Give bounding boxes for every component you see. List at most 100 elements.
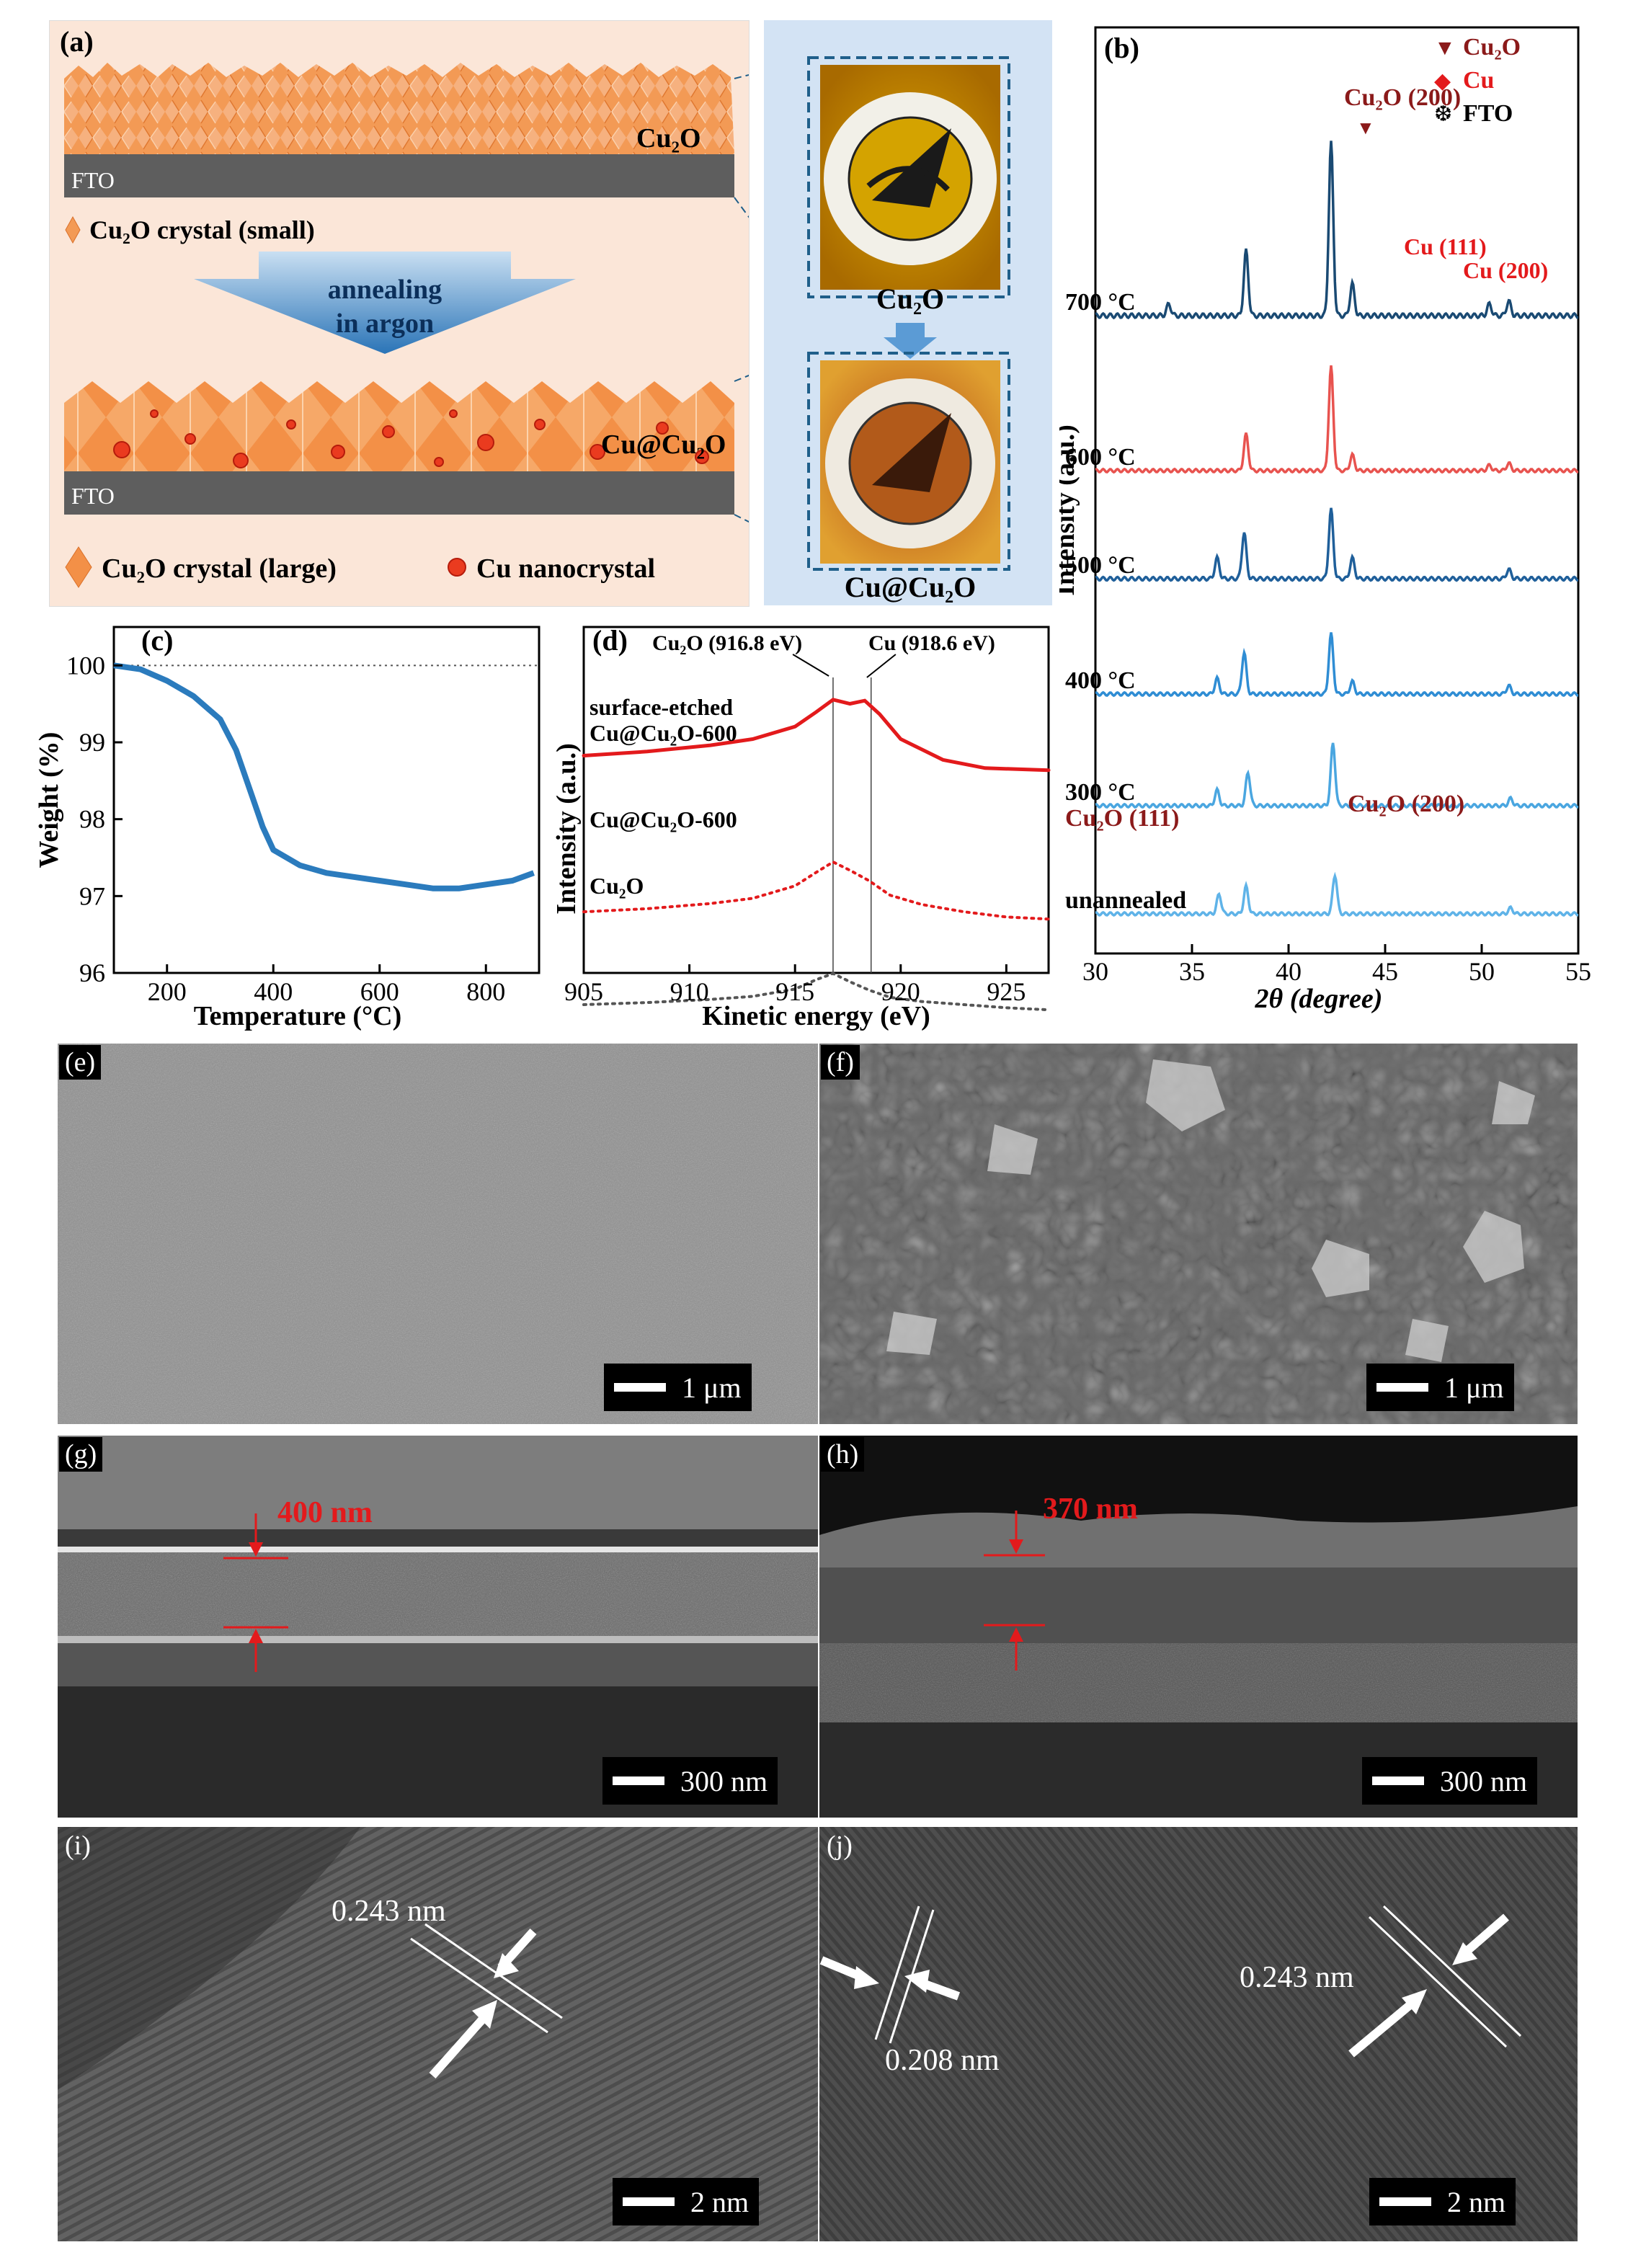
x-tick-label: 35	[1179, 957, 1205, 986]
legend-small-text: Cu₂O crystal (small)	[89, 215, 315, 244]
series-label-3: 400 °C	[1065, 667, 1136, 694]
scale-bar-g: 300 nm	[602, 1757, 778, 1805]
panel-label-e: (e)	[59, 1045, 102, 1080]
panel-label-i: (i)	[65, 1831, 91, 1861]
scale-bar-j: 2 nm	[1369, 2178, 1516, 2225]
thickness-marker-h	[984, 1511, 1045, 1671]
legend-nano-text: Cu nanocrystal	[476, 553, 655, 584]
cu2o-small-film	[64, 63, 734, 154]
x-tick-label: 925	[987, 977, 1026, 1006]
scale-bar-i: 2 nm	[613, 2178, 760, 2225]
photo-arrow-down	[884, 323, 937, 359]
panel-label: (c)	[141, 624, 173, 657]
scale-bar-i-text: 2 nm	[690, 2185, 749, 2218]
series-label-cu-cu2o: Cu@Cu₂O-600	[590, 806, 737, 832]
arrow-text-1: annealing	[328, 275, 442, 305]
panel-label: (a)	[60, 25, 94, 58]
dspacing-label-i: 0.243 nm	[332, 1895, 446, 1928]
film-label-top: Cu₂O	[636, 123, 701, 154]
panel-label-j: (j)	[827, 1831, 853, 1861]
panel-c-tga-chart: (c) 200 400 600 800 96 97 98 99 100 Temperature (…	[34, 624, 541, 1031]
panel-label: (d)	[592, 624, 628, 657]
x-axis-label: Kinetic energy (eV)	[702, 1001, 930, 1031]
y-tick-label: 96	[79, 959, 105, 987]
legend-large-text: Cu₂O crystal (large)	[102, 553, 337, 584]
peak-label-cu111: Cu (111)	[1404, 234, 1487, 259]
y-axis-label: Weight (%)	[34, 732, 64, 868]
xrd-series-1	[1095, 365, 1579, 474]
x-tick-label: 50	[1469, 957, 1495, 986]
plot-frame	[112, 626, 541, 974]
scale-bar-h-text: 300 nm	[1440, 1764, 1528, 1797]
photo-label-bottom: Cu@Cu₂O	[845, 571, 977, 603]
x-axis-label: 2θ (degree)	[1255, 984, 1383, 1014]
scale-bar-f: 1 μm	[1366, 1364, 1514, 1411]
panel-d-auger-chart: (d) Cu₂O (916.8 eV) Cu (918.6 eV) surfac…	[551, 624, 1051, 1031]
dspacing-label-j-2: 0.208 nm	[885, 2044, 1000, 2077]
photos: Cu₂O Cu@Cu₂O	[807, 56, 1010, 603]
y-tick-label: 97	[79, 881, 105, 910]
x-tick-label: 40	[1276, 957, 1302, 986]
peak-label-cu2o200-bottom: Cu₂O (200)	[1348, 791, 1464, 817]
y-axis-label: Intensity (a.u.)	[551, 743, 582, 915]
x-tick-label: 400	[254, 977, 293, 1006]
y-tick-label: 98	[79, 805, 105, 834]
annotation-cu2o-energy: Cu₂O (916.8 eV)	[652, 631, 802, 655]
fto-substrate-top	[64, 154, 734, 197]
peak-label-cu2o111-bottom: Cu₂O (111)	[1065, 805, 1180, 832]
x-axis-label: Temperature (°C)	[194, 1001, 402, 1031]
series-label-1: 600 °C	[1065, 444, 1136, 471]
series-label-cu2o: Cu₂O	[590, 873, 644, 899]
series-label-etched-1: surface-etched	[590, 694, 733, 720]
xrd-series-5	[1095, 871, 1579, 917]
panel-label-f: (f)	[821, 1045, 860, 1080]
y-tick-label: 99	[79, 728, 105, 757]
x-tick-label: 30	[1082, 957, 1108, 986]
xrd-series-3	[1095, 632, 1579, 698]
annealing-arrow	[194, 252, 576, 354]
scale-bar-e: 1 μm	[604, 1364, 752, 1411]
lattice-marker-i	[410, 1923, 563, 2078]
arrow-text-2: in argon	[336, 308, 434, 339]
scale-bar-h: 300 nm	[1362, 1757, 1538, 1805]
tga-curve	[113, 662, 535, 891]
x-tick-label: 920	[881, 977, 920, 1006]
plot-frame	[1094, 26, 1580, 955]
annotation-pointer-cu	[866, 654, 897, 678]
series-label-etched-2: Cu@Cu₂O-600	[590, 720, 737, 746]
panel-a: (a) Cu₂O FTO Cu₂O crystal (small) anneal…	[49, 20, 807, 607]
thickness-label-h: 370 nm	[1043, 1493, 1138, 1526]
x-tick-label: 910	[670, 977, 709, 1006]
photo-column: Cu₂O Cu@Cu₂O	[764, 20, 1052, 605]
xrd-series-2	[1095, 507, 1579, 582]
scale-bar-f-text: 1 μm	[1444, 1371, 1504, 1404]
panel-label: (b)	[1104, 32, 1139, 64]
series-label-0: 700 °C	[1065, 289, 1136, 316]
legend-marker-0: ▼	[1434, 36, 1456, 60]
panel-b-xrd-chart: (b) ▼ Cu₂O ◆ Cu ❆ FTO 700 °C 600 °C 500 °C 400 °…	[1059, 26, 1591, 1014]
x-tick-label: 800	[466, 977, 505, 1006]
legend-marker-1: ◆	[1434, 69, 1451, 93]
xrd-series-4	[1095, 742, 1579, 809]
x-tick-label: 45	[1372, 957, 1398, 986]
panel-label-g: (g)	[59, 1437, 103, 1472]
scale-bar-g-text: 300 nm	[680, 1764, 768, 1797]
auger-series-1	[582, 860, 1050, 921]
lattice-marker-j	[819, 1905, 1522, 2058]
xrd-series-0	[1095, 141, 1579, 320]
fto-label-bottom: FTO	[71, 483, 115, 509]
dspacing-label-j-1: 0.243 nm	[1240, 1961, 1354, 1994]
fto-label-top: FTO	[71, 167, 115, 193]
annotation-pointer-cu2o	[792, 654, 829, 677]
scale-bar-j-text: 2 nm	[1447, 2185, 1506, 2218]
x-tick-label: 55	[1565, 957, 1591, 986]
series-label-5: unannealed	[1065, 887, 1186, 914]
series-label-2: 500 °C	[1065, 552, 1136, 579]
x-tick-label: 600	[360, 977, 399, 1006]
legend-text-2: FTO	[1463, 100, 1513, 127]
plot-frame	[582, 626, 1050, 974]
auger-series-2	[582, 971, 1050, 1012]
annotation-cu-energy: Cu (918.6 eV)	[868, 631, 995, 655]
legend-text-0: Cu₂O	[1463, 34, 1521, 61]
y-tick-label: 100	[66, 651, 105, 680]
